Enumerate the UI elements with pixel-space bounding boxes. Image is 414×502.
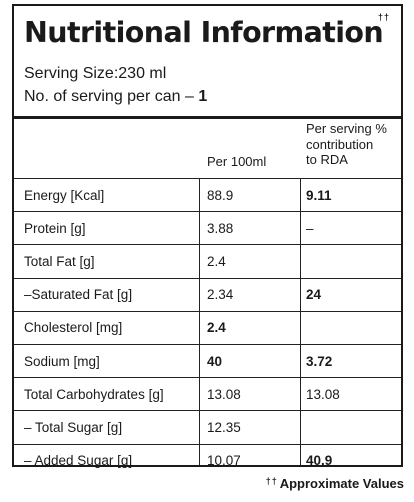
- table-row: Energy [Kcal] 88.9 9.11: [14, 178, 401, 211]
- column-header-per-100ml: Per 100ml: [207, 154, 267, 169]
- column-header-rda: Per serving % contribution to RDA: [306, 121, 387, 168]
- nutrient-label: Total Carbohydrates [g]: [24, 386, 164, 402]
- rda-value: 9.11: [306, 187, 332, 203]
- rda-value: –: [306, 220, 314, 236]
- nutrient-label: Cholesterol [mg]: [24, 320, 123, 336]
- nutrient-label: Total Fat [g]: [24, 253, 95, 269]
- rda-header-line-1: Per serving %: [306, 121, 387, 136]
- rda-header-line-2: contribution: [306, 136, 374, 152]
- servings-label: No. of serving per can –: [24, 88, 194, 105]
- nutrient-label: –Saturated Fat [g]: [24, 287, 133, 303]
- table-row: Total Carbohydrates [g] 13.08 13.08: [14, 377, 401, 410]
- rda-value: 13.08: [306, 386, 340, 402]
- servings-per-can: No. of serving per can – 1: [24, 88, 207, 106]
- per-100-value: 2.4: [207, 253, 226, 269]
- nutrient-label: – Total Sugar [g]: [24, 419, 123, 435]
- per-100-value: 12.35: [207, 419, 241, 435]
- divider-thick: [14, 116, 401, 119]
- per-100-value: 2.4: [207, 320, 226, 336]
- table-row: Total Fat [g] 2.4: [14, 244, 401, 277]
- rda-value: 40.9: [306, 453, 333, 469]
- per-100-value: 88.9: [207, 187, 234, 203]
- footnote: †† Approximate Values: [266, 476, 404, 491]
- table-row: – Added Sugar [g] 10.07 40.9: [14, 443, 401, 477]
- servings-value: 1: [198, 88, 208, 105]
- serving-size: Serving Size:230 ml: [24, 65, 166, 83]
- table-row: –Saturated Fat [g] 2.34 24: [14, 277, 401, 311]
- rda-header-line-3: to RDA: [306, 152, 348, 167]
- table-row: Cholesterol [mg] 2.4: [14, 310, 401, 344]
- column-divider: [300, 178, 301, 465]
- footnote-text: Approximate Values: [279, 476, 404, 491]
- table-row: Protein [g] 3.88 –: [14, 211, 401, 244]
- nutrient-label: Protein [g]: [24, 220, 86, 236]
- nutrient-label: Sodium [mg]: [24, 353, 100, 369]
- nutrient-label: Energy [Kcal]: [24, 187, 105, 203]
- per-100-value: 2.34: [207, 287, 234, 303]
- column-divider: [199, 178, 200, 465]
- table-row: Sodium [mg] 40 3.72: [14, 343, 401, 377]
- nutrition-table: Energy [Kcal] 88.9 9.11 Protein [g] 3.88…: [14, 178, 401, 477]
- per-100-value: 10.07: [207, 453, 241, 469]
- serving-size-value: 230 ml: [118, 65, 167, 82]
- per-100-value: 3.88: [207, 220, 234, 236]
- serving-size-label: Serving Size:: [24, 65, 119, 82]
- nutrient-label: – Added Sugar [g]: [24, 453, 133, 469]
- nutrition-panel: Nutritional Information †† Serving Size:…: [12, 4, 403, 468]
- rda-value: 24: [306, 287, 322, 303]
- per-100-value: 40: [207, 353, 223, 369]
- title-footnote-mark: ††: [377, 12, 390, 22]
- per-100-value: 13.08: [207, 386, 241, 402]
- rda-value: 3.72: [306, 353, 333, 369]
- table-row: – Total Sugar [g] 12.35: [14, 410, 401, 443]
- footnote-mark: ††: [265, 476, 278, 486]
- panel-title: Nutritional Information: [24, 16, 384, 49]
